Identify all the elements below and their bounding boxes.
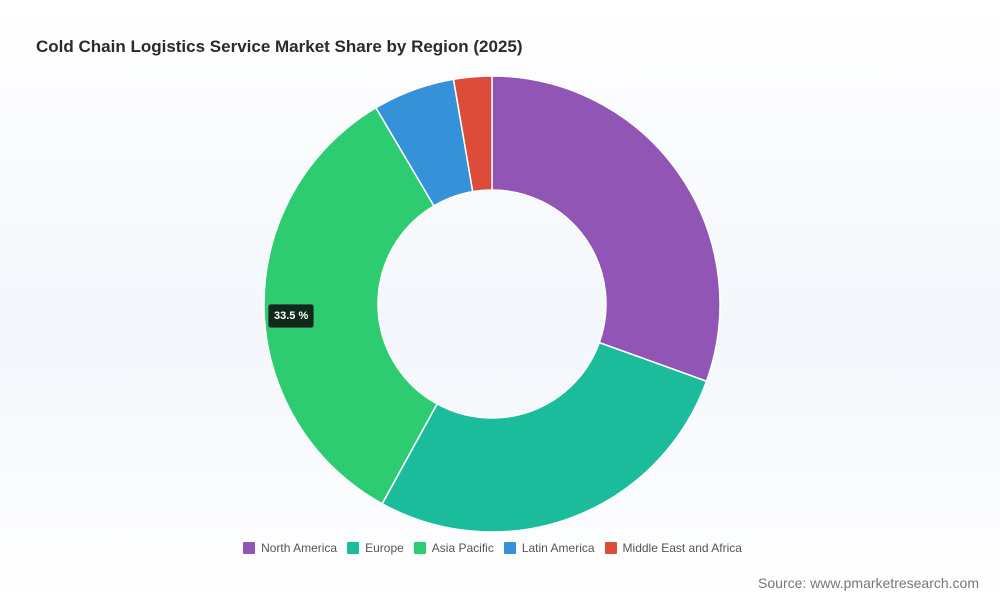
legend-swatch — [503, 542, 516, 554]
legend-label: Middle East and Africa — [622, 541, 742, 555]
legend-label: North America — [261, 541, 338, 555]
legend-label: Latin America — [521, 541, 595, 555]
legend-item-latin-america[interactable]: Latin America — [503, 541, 595, 555]
legend-label: Europe — [365, 541, 404, 555]
legend-label: Asia Pacific — [431, 541, 494, 555]
legend-swatch — [347, 542, 360, 554]
slice-asia-pacific[interactable] — [263, 106, 439, 505]
slice-tooltip: 33.5 % — [268, 304, 315, 328]
legend-item-middle-east-and-africa[interactable]: Middle East and Africa — [604, 541, 742, 555]
legend-item-asia-pacific[interactable]: Asia Pacific — [413, 541, 494, 555]
legend-item-north-america[interactable]: North America — [243, 541, 337, 555]
legend-swatch — [604, 542, 617, 554]
slice-north-america[interactable] — [491, 75, 721, 383]
source-note: Source: www.pmarketresearch.com — [758, 575, 979, 591]
legend-swatch — [243, 542, 256, 554]
slice-middle-east-and-africa[interactable] — [452, 75, 493, 193]
legend-swatch — [413, 542, 426, 554]
legend-item-europe[interactable]: Europe — [347, 541, 404, 555]
chart-legend: North America Europe Asia Pacific Latin Ame… — [0, 541, 985, 555]
slice-europe[interactable] — [381, 341, 708, 533]
chart-title: Cold Chain Logistics Service Market Shar… — [36, 37, 523, 56]
